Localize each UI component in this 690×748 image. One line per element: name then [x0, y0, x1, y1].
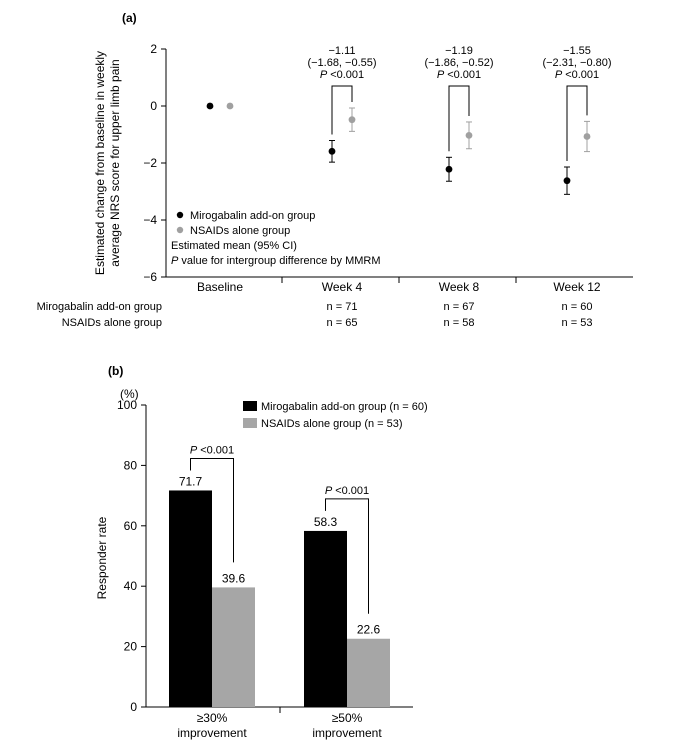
bar: [347, 638, 390, 707]
difference-ci: (−1.86, −0.52): [424, 57, 493, 69]
data-point: [445, 165, 453, 173]
data-point: [465, 131, 473, 139]
n-row-label-mirogabalin: Mirogabalin add-on group: [37, 301, 162, 313]
bar-value-label: 71.7: [179, 474, 203, 488]
legend-label-mirogabalin: Mirogabalin add-on group: [190, 210, 315, 222]
note-p-italic: P: [171, 255, 179, 267]
comparison-p-value: P <0.001: [325, 485, 369, 497]
panel-b-category-label: ≥30%: [197, 711, 228, 725]
bar: [169, 490, 212, 707]
n-count: n = 71: [327, 301, 358, 313]
note-p-value: P value for intergroup difference by MMR…: [171, 255, 381, 267]
panel-a-category-label: Week 8: [439, 280, 480, 294]
panel-a-label: (a): [122, 11, 137, 25]
difference-estimate: −1.19: [445, 45, 473, 57]
legend-marker-mirogabalin: [176, 211, 184, 219]
data-point: [348, 116, 356, 124]
panel-b-ytick-label: 60: [124, 519, 138, 533]
n-row-label-nsaids: NSAIDs alone group: [62, 317, 162, 329]
panel-a-ylabel-line-2: average NRS score for upper limb pain: [108, 59, 122, 266]
legend-label-nsaids: NSAIDs alone group: [190, 225, 290, 237]
panel-a-ytick-label: −6: [143, 270, 157, 284]
legend-marker-nsaids: [176, 226, 184, 234]
difference-ci: (−1.68, −0.55): [307, 57, 376, 69]
n-count: n = 65: [327, 317, 358, 329]
data-point: [226, 102, 234, 110]
bar: [304, 530, 347, 707]
panel-a-category-label: Week 4: [322, 280, 363, 294]
panel-b-ytick-label: 40: [124, 579, 138, 593]
bar-value-label: 39.6: [222, 571, 246, 585]
bar-value-label: 58.3: [314, 515, 338, 529]
data-point: [563, 177, 571, 185]
panel-a-category-label: Baseline: [197, 280, 243, 294]
bar-value-label: 22.6: [357, 623, 381, 637]
significance-bracket: [325, 498, 369, 614]
panel-b-ytick-label: 80: [124, 458, 138, 472]
legend-label-mirogabalin-b: Mirogabalin add-on group (n = 60): [261, 401, 428, 413]
panel-a-ytick-label: 2: [150, 42, 157, 56]
panel-b-ytick-label: 100: [117, 398, 137, 412]
bar: [212, 587, 255, 707]
panel-a-ylabel-line-1: Estimated change from baseline in weekly: [93, 51, 107, 275]
difference-p-value: P <0.001: [437, 69, 481, 81]
significance-bracket: [448, 85, 470, 152]
data-point: [206, 102, 214, 110]
data-point: [583, 133, 591, 140]
comparison-p-value: P <0.001: [190, 444, 234, 456]
panel-b-ytick-label: 20: [124, 640, 138, 654]
n-count: n = 53: [562, 317, 593, 329]
legend-label-nsaids-b: NSAIDs alone group (n = 53): [261, 418, 403, 430]
panel-b-ylabel: Responder rate: [95, 516, 109, 599]
n-count: n = 67: [444, 301, 475, 313]
panel-b-category-label: ≥50%: [332, 711, 363, 725]
legend-swatch-nsaids-b: [243, 418, 257, 428]
panel-b-category-label: improvement: [312, 726, 382, 740]
n-count: n = 58: [444, 317, 475, 329]
panel-b-label: (b): [108, 364, 123, 378]
difference-ci: (−2.31, −0.80): [542, 57, 611, 69]
n-count: n = 60: [562, 301, 593, 313]
panel-a-ytick-label: 0: [150, 99, 157, 113]
note-estimated-mean: Estimated mean (95% CI): [171, 240, 297, 252]
panel-a-category-label: Week 12: [553, 280, 600, 294]
significance-bracket: [566, 85, 588, 161]
panel-a-ytick-label: −4: [143, 213, 157, 227]
panel-b-yunit: (%): [120, 387, 139, 401]
data-point: [328, 147, 336, 155]
difference-estimate: −1.11: [328, 45, 355, 57]
legend-swatch-mirogabalin-b: [243, 401, 257, 411]
panel-b: (b) (%) Responder rate 0 20 40 60 80 100 71.7…: [95, 364, 428, 740]
significance-bracket: [190, 457, 234, 563]
difference-p-value: P <0.001: [555, 69, 599, 81]
panel-b-ytick-label: 0: [130, 700, 137, 714]
panel-b-category-label: improvement: [177, 726, 247, 740]
panel-a: (a) 2 0 −2 −4 −6 Baseline Week 4 Week 8 Week 12…: [37, 11, 633, 329]
panel-a-ytick-label: −2: [143, 156, 157, 170]
difference-p-value: P <0.001: [320, 69, 364, 81]
significance-bracket: [331, 85, 353, 135]
difference-estimate: −1.55: [563, 45, 591, 57]
note-p-rest: value for intergroup difference by MMRM: [178, 255, 380, 267]
